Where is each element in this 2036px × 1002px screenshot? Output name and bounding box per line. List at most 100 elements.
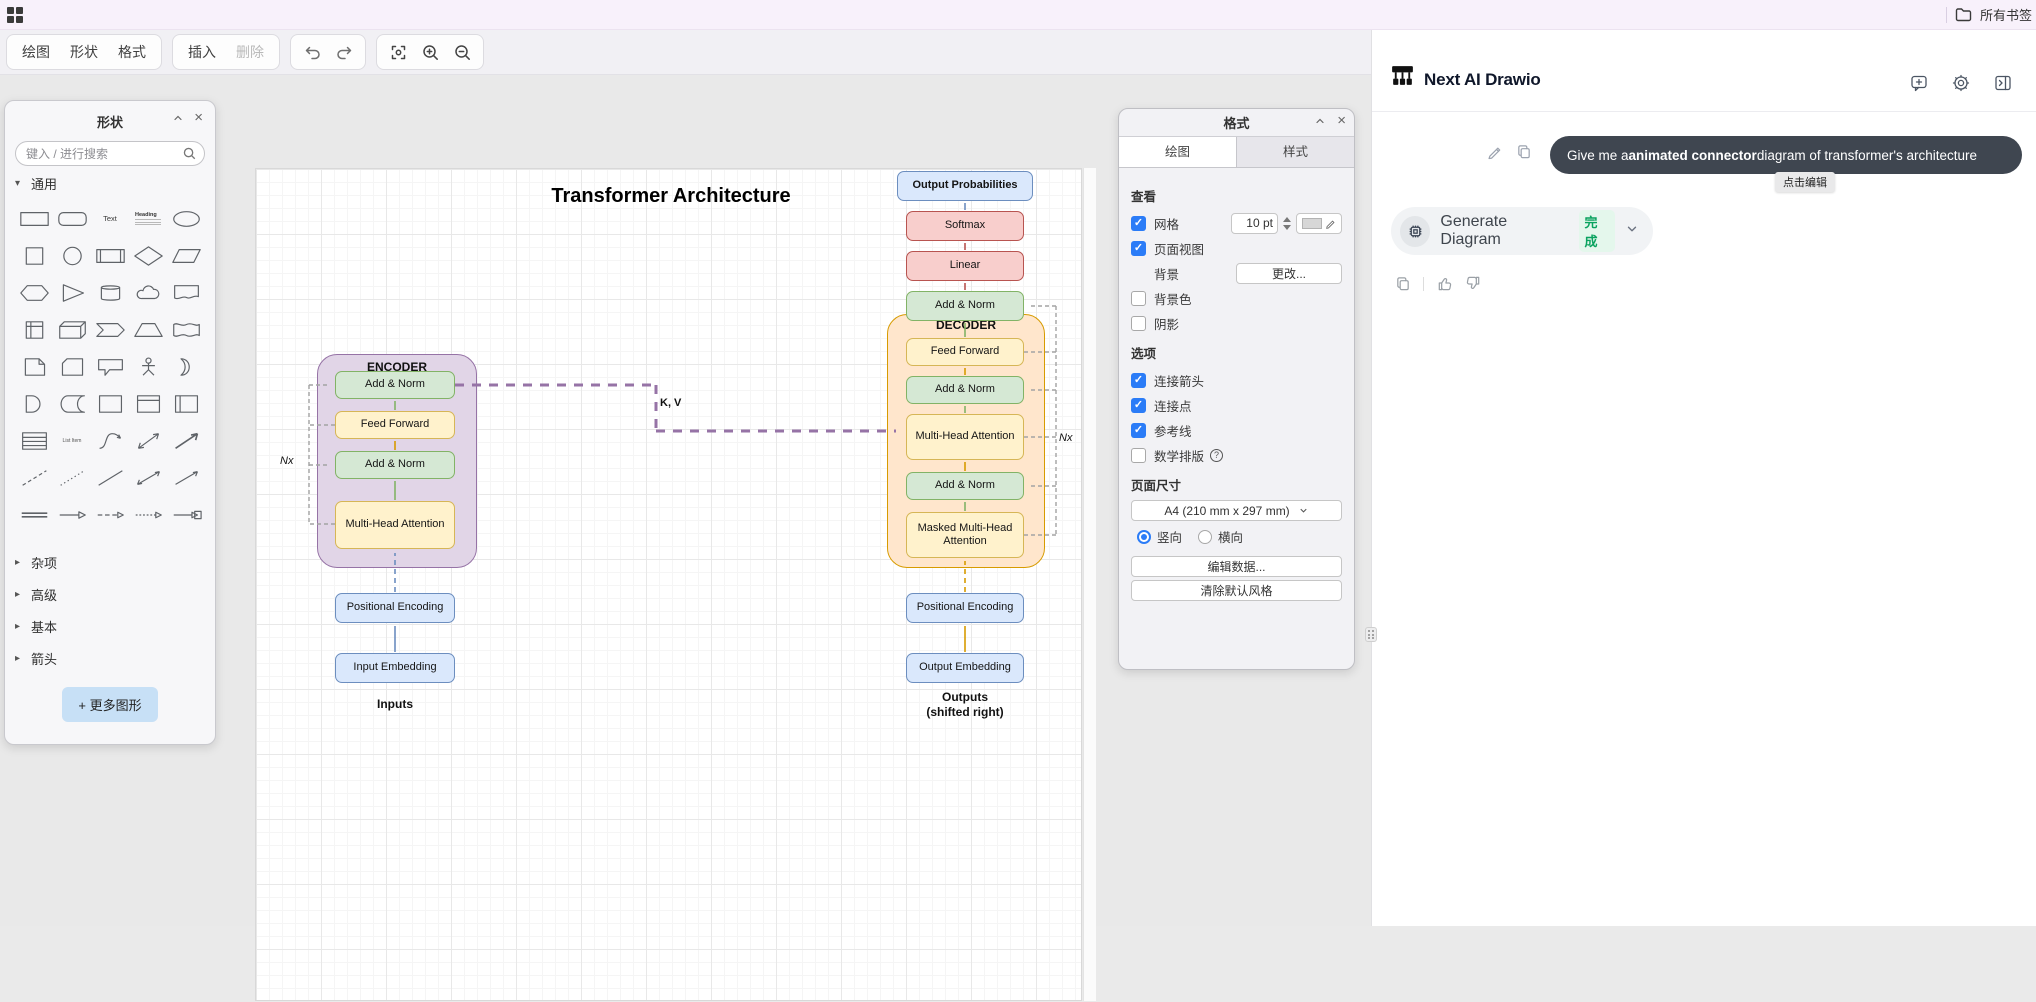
- arrow-shape[interactable]: [167, 424, 205, 457]
- zoom-in-icon[interactable]: [415, 38, 445, 66]
- curve-shape[interactable]: [91, 424, 129, 457]
- vertical-container-shape[interactable]: [167, 387, 205, 420]
- insert-button[interactable]: 插入: [188, 44, 216, 60]
- section-general[interactable]: ▾ 通用: [15, 168, 205, 198]
- triangle-shape[interactable]: [53, 276, 91, 309]
- note-shape[interactable]: [15, 350, 53, 383]
- background-color-checkbox[interactable]: [1131, 290, 1146, 306]
- tab-style[interactable]: 样式: [1282, 145, 1308, 159]
- node-decoder-add-norm-3[interactable]: Add & Norm: [906, 472, 1024, 500]
- hexagon-shape[interactable]: [15, 276, 53, 309]
- node-positional-encoding-right[interactable]: Positional Encoding: [906, 593, 1024, 623]
- section-basic[interactable]: ▸ 基本: [15, 611, 205, 641]
- node-decoder-feed-forward[interactable]: Feed Forward: [906, 338, 1024, 366]
- thumbs-up-icon[interactable]: [1436, 275, 1453, 292]
- gear-icon[interactable]: [1952, 74, 1970, 92]
- collapse-panel-icon[interactable]: [1314, 115, 1326, 127]
- list-shape[interactable]: [15, 424, 53, 457]
- directional-connector-shape[interactable]: [167, 461, 205, 494]
- internal-storage-shape[interactable]: [15, 313, 53, 346]
- node-encoder-feed-forward[interactable]: Feed Forward: [335, 411, 455, 439]
- document-shape[interactable]: [167, 276, 205, 309]
- heading-shape[interactable]: Heading: [129, 202, 167, 235]
- page-view-checkbox[interactable]: ✓: [1131, 240, 1146, 256]
- node-decoder-add-norm-2[interactable]: Add & Norm: [906, 376, 1024, 404]
- node-positional-encoding-left[interactable]: Positional Encoding: [335, 593, 455, 623]
- grid-checkbox[interactable]: ✓: [1131, 215, 1146, 231]
- guides-checkbox[interactable]: ✓: [1131, 422, 1146, 438]
- rectangle-shape[interactable]: [15, 202, 53, 235]
- dashed-edge-2-shape[interactable]: [129, 498, 167, 531]
- node-masked-multi-head-attention[interactable]: Masked Multi-Head Attention: [906, 512, 1024, 558]
- callout-shape[interactable]: [91, 350, 129, 383]
- close-panel-icon[interactable]: ×: [194, 109, 203, 126]
- section-arrows[interactable]: ▸ 箭头: [15, 643, 205, 673]
- copy-response-icon[interactable]: [1395, 275, 1411, 292]
- cloud-shape[interactable]: [129, 276, 167, 309]
- node-linear[interactable]: Linear: [906, 251, 1024, 281]
- shadow-checkbox[interactable]: [1131, 315, 1146, 331]
- actor-shape[interactable]: [129, 350, 167, 383]
- ellipse-shape[interactable]: [167, 202, 205, 235]
- node-output-embedding[interactable]: Output Embedding: [906, 653, 1024, 683]
- list-item-shape[interactable]: List Item: [62, 437, 82, 444]
- math-checkbox[interactable]: [1131, 447, 1146, 463]
- node-input-embedding[interactable]: Input Embedding: [335, 653, 455, 683]
- panel-resize-handle[interactable]: [1365, 627, 1377, 642]
- cube-shape[interactable]: [53, 313, 91, 346]
- more-shapes-button[interactable]: + 更多图形: [62, 687, 158, 722]
- menu-draw[interactable]: 绘图: [22, 44, 50, 60]
- grid-size-input[interactable]: [1231, 212, 1278, 234]
- tape-shape[interactable]: [167, 313, 205, 346]
- landscape-radio[interactable]: [1198, 529, 1213, 544]
- bidirectional-connector-shape[interactable]: [129, 461, 167, 494]
- all-bookmarks-label[interactable]: 所有书签: [1979, 8, 2032, 23]
- apps-grid-icon[interactable]: [6, 6, 24, 24]
- close-panel-icon[interactable]: ×: [1337, 112, 1346, 129]
- node-encoder-add-norm-1[interactable]: Add & Norm: [335, 371, 455, 399]
- connection-points-checkbox[interactable]: ✓: [1131, 397, 1146, 413]
- page-size-select[interactable]: A4 (210 mm x 297 mm): [1131, 500, 1342, 521]
- circle-shape[interactable]: [53, 239, 91, 272]
- node-decoder-multi-head-attention[interactable]: Multi-Head Attention: [906, 414, 1024, 460]
- shape-search-input[interactable]: [15, 141, 205, 166]
- rounded-rectangle-shape[interactable]: [53, 202, 91, 235]
- portrait-radio[interactable]: [1137, 529, 1151, 544]
- frame-shape[interactable]: [129, 387, 167, 420]
- connection-arrows-checkbox[interactable]: ✓: [1131, 372, 1146, 388]
- undo-icon[interactable]: [297, 38, 327, 66]
- line-shape[interactable]: [91, 461, 129, 494]
- process-shape[interactable]: [91, 239, 129, 272]
- menu-format[interactable]: 格式: [118, 44, 146, 60]
- text-shape[interactable]: Text: [103, 214, 117, 223]
- diamond-shape[interactable]: [129, 239, 167, 272]
- canvas-vertical-scrollbar[interactable]: [1083, 168, 1096, 1001]
- node-decoder-add-norm-1[interactable]: Add & Norm: [906, 291, 1024, 321]
- grid-color-button[interactable]: [1296, 212, 1342, 234]
- node-output-probabilities[interactable]: Output Probabilities: [897, 171, 1033, 201]
- grid-size-stepper[interactable]: [1283, 216, 1291, 230]
- generate-diagram-tool[interactable]: Generate Diagram 完成: [1391, 207, 1653, 255]
- drawing-canvas[interactable]: Transformer Architecture ENCODER DECODER: [255, 168, 1082, 1001]
- cylinder-shape[interactable]: [91, 276, 129, 309]
- collapse-panel-icon[interactable]: [172, 112, 184, 124]
- diagram-title[interactable]: Transformer Architecture: [551, 185, 791, 207]
- section-misc[interactable]: ▸ 杂项: [15, 547, 205, 577]
- link-shape[interactable]: [15, 498, 53, 531]
- section-advanced[interactable]: ▸ 高级: [15, 579, 205, 609]
- thumbs-down-icon[interactable]: [1465, 275, 1482, 292]
- card-shape[interactable]: [53, 350, 91, 383]
- landscape-option[interactable]: 横向: [1198, 527, 1243, 546]
- fit-view-icon[interactable]: [383, 38, 413, 66]
- edit-data-button[interactable]: 编辑数据...: [1131, 556, 1342, 577]
- dotted-line-shape[interactable]: [53, 461, 91, 494]
- chevron-down-icon[interactable]: [1625, 222, 1639, 241]
- labeled-edge-shape[interactable]: [167, 498, 205, 531]
- bidirectional-arrow-shape[interactable]: [129, 424, 167, 457]
- node-encoder-multi-head-attention[interactable]: Multi-Head Attention: [335, 501, 455, 549]
- parallelogram-shape[interactable]: [167, 239, 205, 272]
- node-encoder-add-norm-2[interactable]: Add & Norm: [335, 451, 455, 479]
- redo-icon[interactable]: [329, 38, 359, 66]
- help-icon[interactable]: ?: [1210, 448, 1224, 462]
- node-softmax[interactable]: Softmax: [906, 211, 1024, 241]
